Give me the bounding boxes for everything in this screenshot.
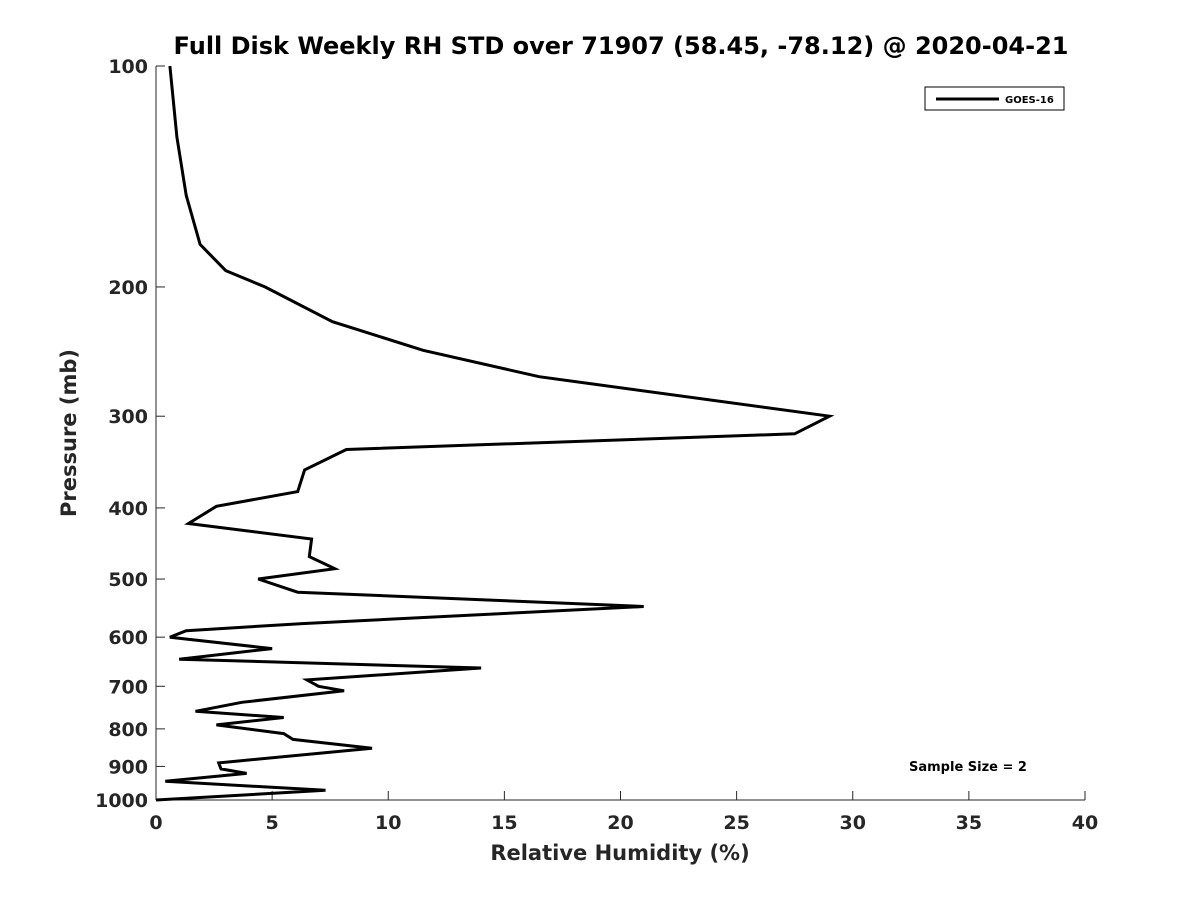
x-tick-label: 10 [375,812,401,834]
y-tick-label: 800 [108,719,148,741]
legend-label: GOES-16 [1005,95,1054,106]
x-tick-label: 25 [723,812,749,834]
y-tick-label: 900 [108,756,148,778]
x-axis-label: Relative Humidity (%) [490,841,749,865]
x-tick-label: 20 [607,812,633,834]
y-tick-label: 1000 [95,790,148,812]
y-tick-label: 700 [108,676,148,698]
y-axis: 100 200 300 400 500 600 700 800 900 1000 [95,56,165,812]
x-tick-label: 0 [149,812,162,834]
series-layer [155,65,835,802]
sample-size-annotation: Sample Size = 2 [909,760,1027,775]
x-tick-label: 35 [956,812,982,834]
x-tick-label: 40 [1072,812,1098,834]
x-tick-label: 15 [491,812,517,834]
y-tick-label: 400 [108,498,148,520]
y-tick-label: 100 [108,56,148,78]
x-tick-label: 30 [840,812,866,834]
y-tick-label: 300 [108,406,148,428]
y-tick-label: 200 [108,277,148,299]
y-axis-label: Pressure (mb) [57,349,81,517]
y-tick-label: 600 [108,627,148,649]
y-tick-label: 500 [108,569,148,591]
series-line-goes-16 [155,65,835,802]
legend: GOES-16 [924,86,1065,111]
chart-title: Full Disk Weekly RH STD over 71907 (58.4… [174,32,1069,60]
x-tick-label: 5 [266,812,279,834]
x-axis: 0 5 10 15 20 25 30 35 40 [149,791,1098,834]
